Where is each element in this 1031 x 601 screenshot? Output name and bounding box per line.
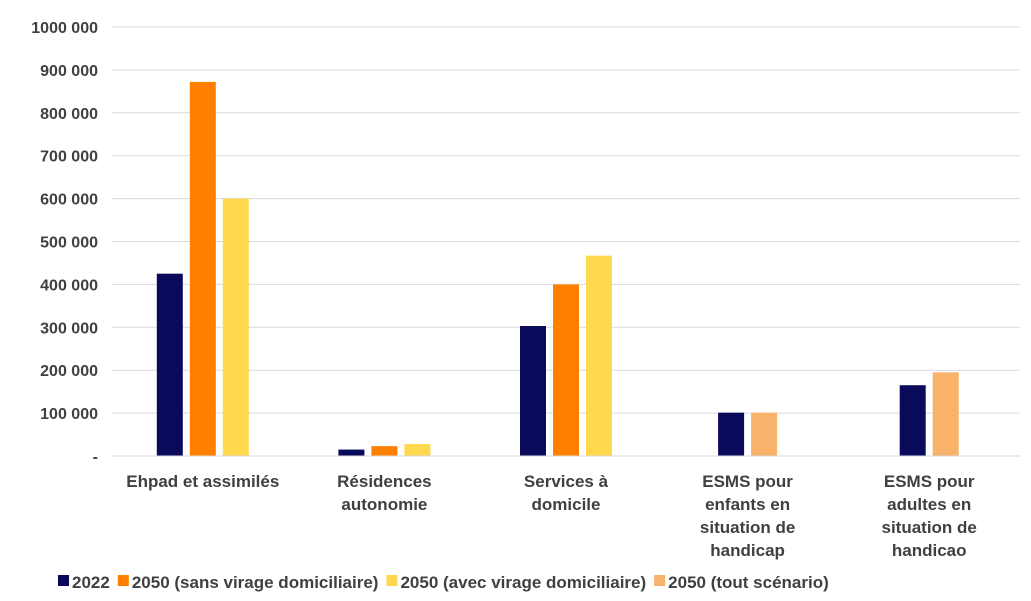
bar <box>404 443 431 456</box>
x-axis-ticks: Ehpad et assimilés Résidences autonomie Ser… <box>126 472 977 560</box>
bar <box>156 273 183 456</box>
x-tick-label: handicap <box>710 541 785 560</box>
x-tick-label: adultes en <box>887 495 971 514</box>
legend-label: 2050 (tout scénario) <box>668 573 829 592</box>
bar <box>222 198 249 456</box>
legend: 2022 2050 (sans virage domiciliaire) 2050 … <box>58 573 829 592</box>
bar <box>586 255 612 456</box>
legend-label: 2050 (sans virage domiciliaire) <box>132 573 379 592</box>
y-tick-label: 500 000 <box>40 235 98 252</box>
y-tick-label: 800 000 <box>40 106 98 123</box>
bar <box>932 372 959 456</box>
bar <box>899 385 926 456</box>
legend-swatch <box>386 575 398 586</box>
y-tick-label: 200 000 <box>40 363 98 380</box>
bars <box>156 81 959 457</box>
bar <box>553 284 579 456</box>
legend-label: 2022 <box>72 573 110 592</box>
x-tick-label: situation de <box>881 518 976 537</box>
x-tick-label: autonomie <box>341 495 427 514</box>
x-tick-label: ESMS pour <box>702 472 793 491</box>
y-tick-label: 300 000 <box>40 320 98 337</box>
bar <box>338 449 365 456</box>
y-tick-label: 1000 000 <box>31 20 98 37</box>
y-tick-label: 100 000 <box>40 406 98 423</box>
x-tick-label: situation de <box>700 518 795 537</box>
gridlines <box>112 26 1020 414</box>
legend-label: 2050 (avec virage domiciliaire) <box>400 573 646 592</box>
bar <box>718 412 745 456</box>
x-tick-label: enfants en <box>705 495 790 514</box>
y-tick-label: 600 000 <box>40 192 98 209</box>
y-tick-label: 700 000 <box>40 149 98 166</box>
x-tick-label: Résidences <box>337 472 432 491</box>
x-tick-label: ESMS pour <box>884 472 975 491</box>
y-tick-label: 900 000 <box>40 63 98 80</box>
bar <box>520 326 546 456</box>
y-tick-label: 400 000 <box>40 277 98 294</box>
x-tick-label: Services à <box>524 472 609 491</box>
x-tick-label: handicao <box>892 541 967 560</box>
legend-swatch <box>654 575 666 586</box>
y-axis-ticks: - 100 000 200 000 300 000 400 000 500 000 600 … <box>31 20 98 466</box>
bar <box>371 446 398 456</box>
legend-swatch <box>58 575 69 586</box>
bar <box>189 81 216 457</box>
legend-swatch <box>117 575 129 586</box>
y-tick-label: - <box>93 449 98 466</box>
bar <box>751 412 778 456</box>
x-tick-label: domicile <box>532 495 601 514</box>
x-tick-label: Ehpad et assimilés <box>126 472 279 491</box>
